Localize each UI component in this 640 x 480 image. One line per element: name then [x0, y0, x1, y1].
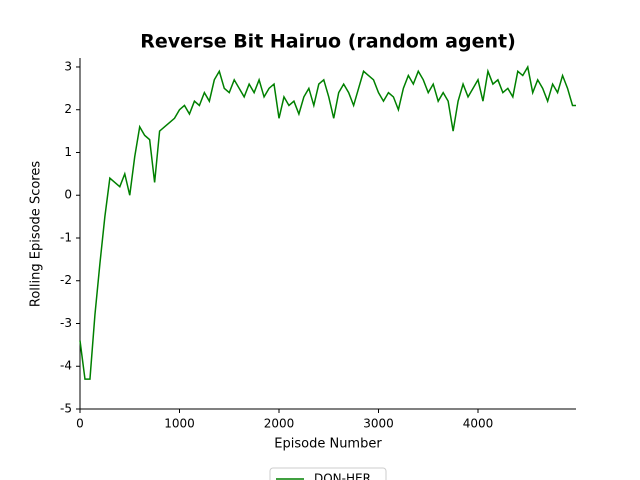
y-tick-label: 1	[64, 145, 72, 159]
x-axis-label: Episode Number	[274, 437, 382, 452]
y-tick-label: -1	[60, 230, 72, 244]
x-tick-label: 0	[76, 417, 84, 431]
x-tick-label: 4000	[463, 417, 494, 431]
x-tick-label: 1000	[164, 417, 195, 431]
y-tick-label: -5	[60, 402, 72, 416]
y-tick-label: -4	[60, 359, 72, 373]
y-tick-label: -3	[60, 316, 72, 330]
y-tick-label: 3	[64, 59, 72, 73]
x-tick-label: 3000	[363, 417, 394, 431]
y-tick-label: 0	[64, 188, 72, 202]
y-tick-label: -2	[60, 273, 72, 287]
data-line	[79, 64, 576, 380]
legend-label: DQN-HER	[314, 472, 371, 480]
chart-title: Reverse Bit Hairuo (random agent)	[140, 31, 516, 53]
x-tick-label: 2000	[264, 417, 295, 431]
y-axis-label: Rolling Episode Scores	[29, 161, 44, 307]
legend-box	[269, 467, 387, 480]
y-tick-label: 2	[64, 102, 72, 116]
